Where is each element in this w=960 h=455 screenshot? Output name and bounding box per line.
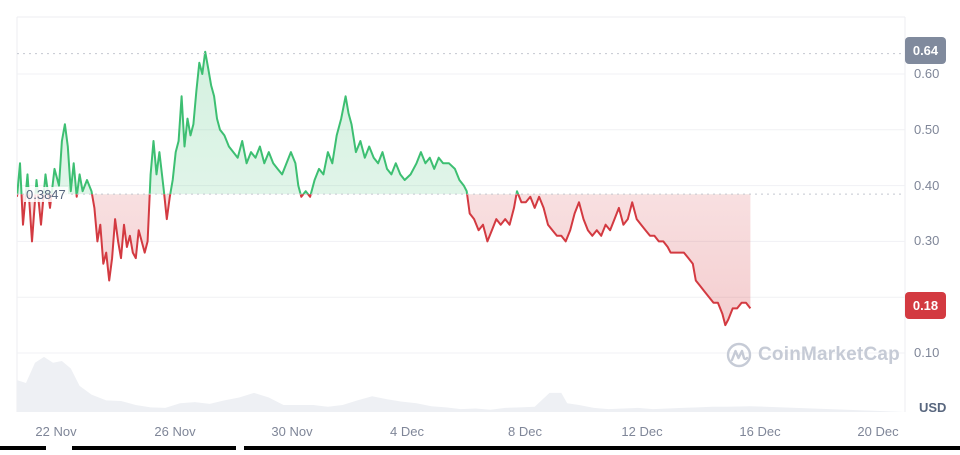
coinmarketcap-watermark: CoinMarketCap (726, 342, 900, 368)
bottom-divider (0, 446, 46, 450)
current-price-badge: 0.18 (905, 292, 946, 319)
x-tick-label: 30 Nov (271, 424, 313, 439)
y-tick-label: 0.30 (914, 233, 940, 249)
y-tick-label: 0.40 (914, 177, 940, 193)
bottom-divider (244, 446, 960, 450)
x-tick-label: 16 Dec (739, 424, 781, 439)
watermark-text: CoinMarketCap (758, 344, 900, 365)
price-fill (17, 51, 751, 326)
y-tick-label: 0.60 (914, 66, 940, 81)
x-tick-label: 12 Dec (621, 424, 663, 439)
x-tick-label: 20 Dec (857, 424, 899, 439)
reference-lines (17, 53, 905, 195)
x-tick-label: 22 Nov (35, 424, 77, 439)
max-price-badge: 0.64 (905, 37, 946, 64)
x-tick-label: 26 Nov (154, 424, 196, 439)
coinmarketcap-logo-icon (726, 342, 752, 368)
price-line (17, 50, 752, 327)
volume-area (17, 356, 905, 412)
x-tick-label: 8 Dec (508, 424, 542, 439)
x-tick-label: 4 Dec (390, 424, 424, 439)
open-price-label: 0.3847 (24, 187, 68, 202)
currency-label: USD (919, 400, 947, 415)
y-tick-label: 0.50 (914, 121, 940, 137)
y-tick-label: 0.10 (914, 345, 940, 360)
bottom-divider (72, 446, 236, 450)
